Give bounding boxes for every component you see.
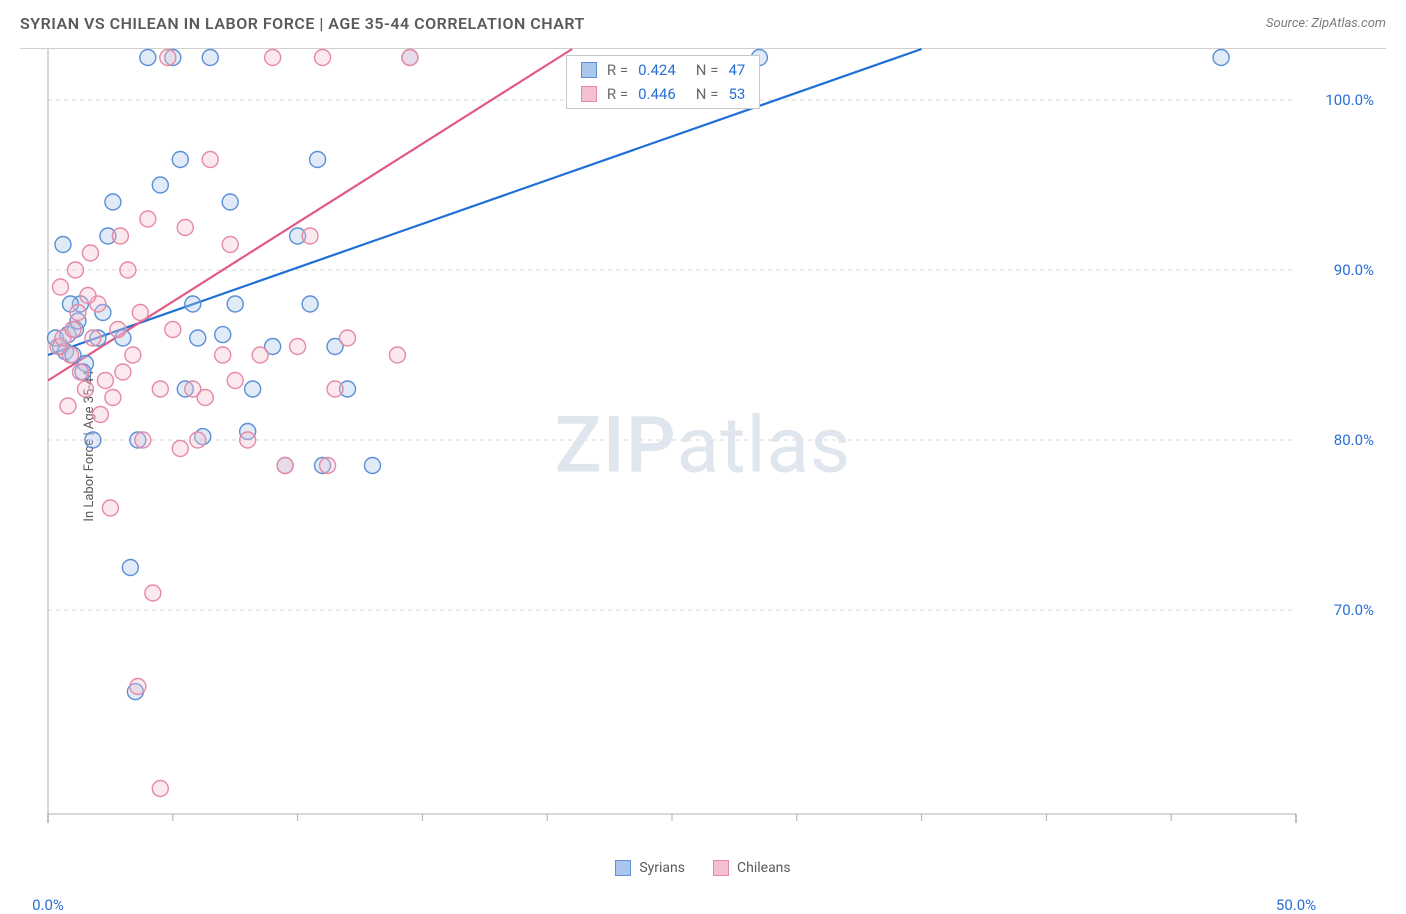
x-tick-labels: 0.0%50.0% [48, 49, 1296, 842]
source-label: Source: ZipAtlas.com [1266, 16, 1386, 31]
legend: Syrians Chileans [0, 860, 1406, 876]
x-tick: 0.0% [32, 896, 64, 914]
legend-swatch [615, 860, 631, 876]
y-tick: 90.0% [1334, 261, 1374, 279]
legend-label: Syrians [639, 860, 685, 876]
chart-header: SYRIAN VS CHILEAN IN LABOR FORCE | AGE 3… [0, 0, 1406, 43]
y-tick: 100.0% [1325, 91, 1374, 109]
legend-item: Syrians [615, 860, 685, 876]
legend-label: Chileans [737, 860, 791, 876]
x-tick: 50.0% [1276, 896, 1316, 914]
y-tick: 80.0% [1334, 431, 1374, 449]
legend-swatch [713, 860, 729, 876]
y-tick: 70.0% [1334, 601, 1374, 619]
legend-item: Chileans [713, 860, 791, 876]
chart-title: SYRIAN VS CHILEAN IN LABOR FORCE | AGE 3… [20, 14, 585, 33]
chart-area: In Labor Force | Age 35-44 ZIPatlas R =0… [20, 48, 1386, 842]
